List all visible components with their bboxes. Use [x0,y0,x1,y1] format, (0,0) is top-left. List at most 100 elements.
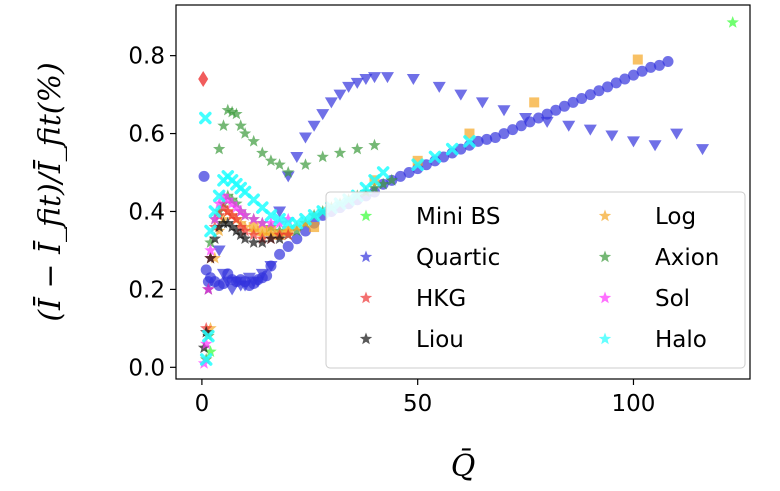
data-point [238,224,252,237]
data-point [307,120,321,132]
data-point [428,150,442,164]
data-point [204,243,217,256]
data-point [251,276,265,288]
data-point [217,201,230,213]
data-point [264,232,278,244]
data-point [221,205,234,217]
data-point [567,96,579,108]
data-point [212,245,226,257]
y-axis: 0.0 0.2 0.4 0.6 0.8 [128,44,176,381]
y-axis-title: (Ī − Ī_fit)/Ī_fit(%) [33,62,68,321]
data-point [626,136,640,148]
data-point [208,232,221,244]
data-point [368,181,381,194]
data-point [256,146,269,159]
data-point [309,222,320,233]
data-point [529,97,540,108]
data-point [583,124,597,136]
legend-marker [359,250,373,263]
data-point [234,220,247,233]
y-tick-label: 0.0 [128,355,165,381]
data-point [507,124,519,136]
data-point [282,166,295,178]
data-point [282,228,295,241]
x-tick-label: 50 [403,391,432,417]
data-point [217,119,230,131]
data-point [264,216,278,229]
data-point [225,220,239,233]
data-point [217,189,230,202]
data-point [696,144,710,156]
data-point [234,205,247,217]
legend-label: HKG [416,286,466,312]
x-tick-label: 100 [612,391,656,417]
data-point [221,276,235,288]
data-point [273,206,287,218]
data-point [230,212,243,225]
data-point [463,135,476,148]
data-point [562,120,576,132]
data-point [265,225,276,236]
data-point [350,77,364,89]
data-point [481,133,493,145]
data-point [376,166,390,179]
data-point [247,228,260,241]
y-tick-label: 0.6 [128,122,165,148]
data-points [197,16,739,369]
data-point [662,55,674,67]
legend-label: Quartic [416,245,500,271]
data-point [670,128,684,140]
data-point [282,212,295,225]
data-point [359,185,373,198]
data-point [199,111,212,125]
legend-label: Sol [655,286,690,312]
data-point [208,212,221,225]
data-point [198,170,210,182]
data-point [497,105,511,117]
data-point [558,100,570,112]
plot-frame [175,4,751,380]
data-point [256,216,269,229]
data-point [645,61,657,73]
data-point [204,345,217,357]
data-point [584,89,596,101]
data-point [541,108,553,120]
data-point [333,89,347,101]
data-point [299,216,312,229]
legend-marker [598,250,612,263]
data-point [213,220,226,233]
data-point [605,130,619,142]
data-point [540,116,554,128]
legend-label: Axion [655,245,719,271]
legend-box [325,191,746,369]
data-point [342,81,356,93]
data-point [247,212,260,225]
data-point [225,208,239,221]
y-tick-label: 0.2 [128,277,165,303]
data-point [290,216,304,230]
data-point [475,97,489,109]
legend: Mini BS Log Quartic Axion HKG Sol Liou Halo [325,191,746,369]
data-point [602,81,614,93]
data-point [298,132,312,144]
data-point [351,142,364,155]
legend-marker [359,332,373,345]
data-point [213,197,226,209]
data-point [230,224,243,237]
data-point [316,150,329,163]
data-point [593,85,605,97]
data-point [238,208,252,221]
data-point [213,142,226,155]
data-point [281,171,295,183]
data-point [632,54,643,65]
data-point [385,173,398,186]
data-point [247,134,260,147]
data-point [274,248,286,260]
data-point [273,158,286,170]
data-point [636,65,648,77]
y-tick-label: 0.8 [128,44,165,70]
data-point [377,177,390,190]
legend-marker [359,209,373,222]
data-point [225,284,239,296]
data-point [230,107,243,120]
